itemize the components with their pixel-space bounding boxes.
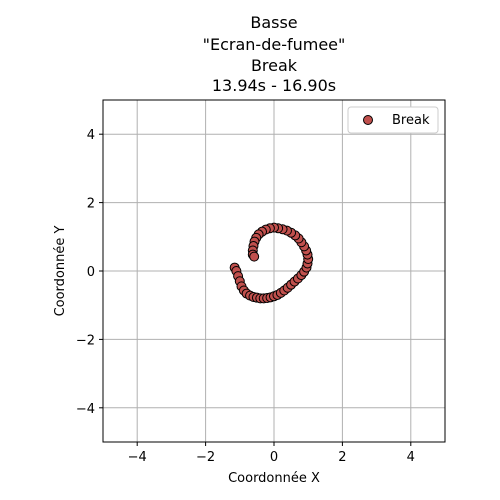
scatter-points xyxy=(229,222,314,304)
legend-label: Break xyxy=(392,113,430,128)
y-tick-label: 2 xyxy=(87,197,95,212)
y-tick-label: 4 xyxy=(87,128,95,143)
axis-ticks: −4 −2 0 2 4 −4 −2 0 2 4 xyxy=(76,128,415,465)
x-tick-label: −2 xyxy=(196,450,215,465)
chart-title-line-2: "Ecran-de-fumee" xyxy=(203,35,346,54)
legend-marker xyxy=(363,115,373,125)
y-tick-label: −2 xyxy=(76,333,95,348)
y-axis-label: Coordonnée Y xyxy=(53,226,68,317)
chart-title-line-3: Break xyxy=(251,56,298,75)
scatter-point xyxy=(249,251,260,262)
y-tick-label: −4 xyxy=(76,402,95,417)
x-tick-label: 2 xyxy=(338,450,346,465)
legend-frame xyxy=(347,106,439,134)
x-tick-label: 0 xyxy=(270,450,278,465)
chart-title-line-4: 13.94s - 16.90s xyxy=(212,76,336,95)
y-tick-label: 0 xyxy=(87,265,95,280)
chart-title-line-1: Basse xyxy=(250,13,297,32)
x-tick-label: 4 xyxy=(407,450,415,465)
x-tick-label: −4 xyxy=(128,450,147,465)
x-axis-label: Coordonnée X xyxy=(228,471,320,486)
legend: Break xyxy=(347,106,439,134)
grid-lines xyxy=(103,100,445,442)
